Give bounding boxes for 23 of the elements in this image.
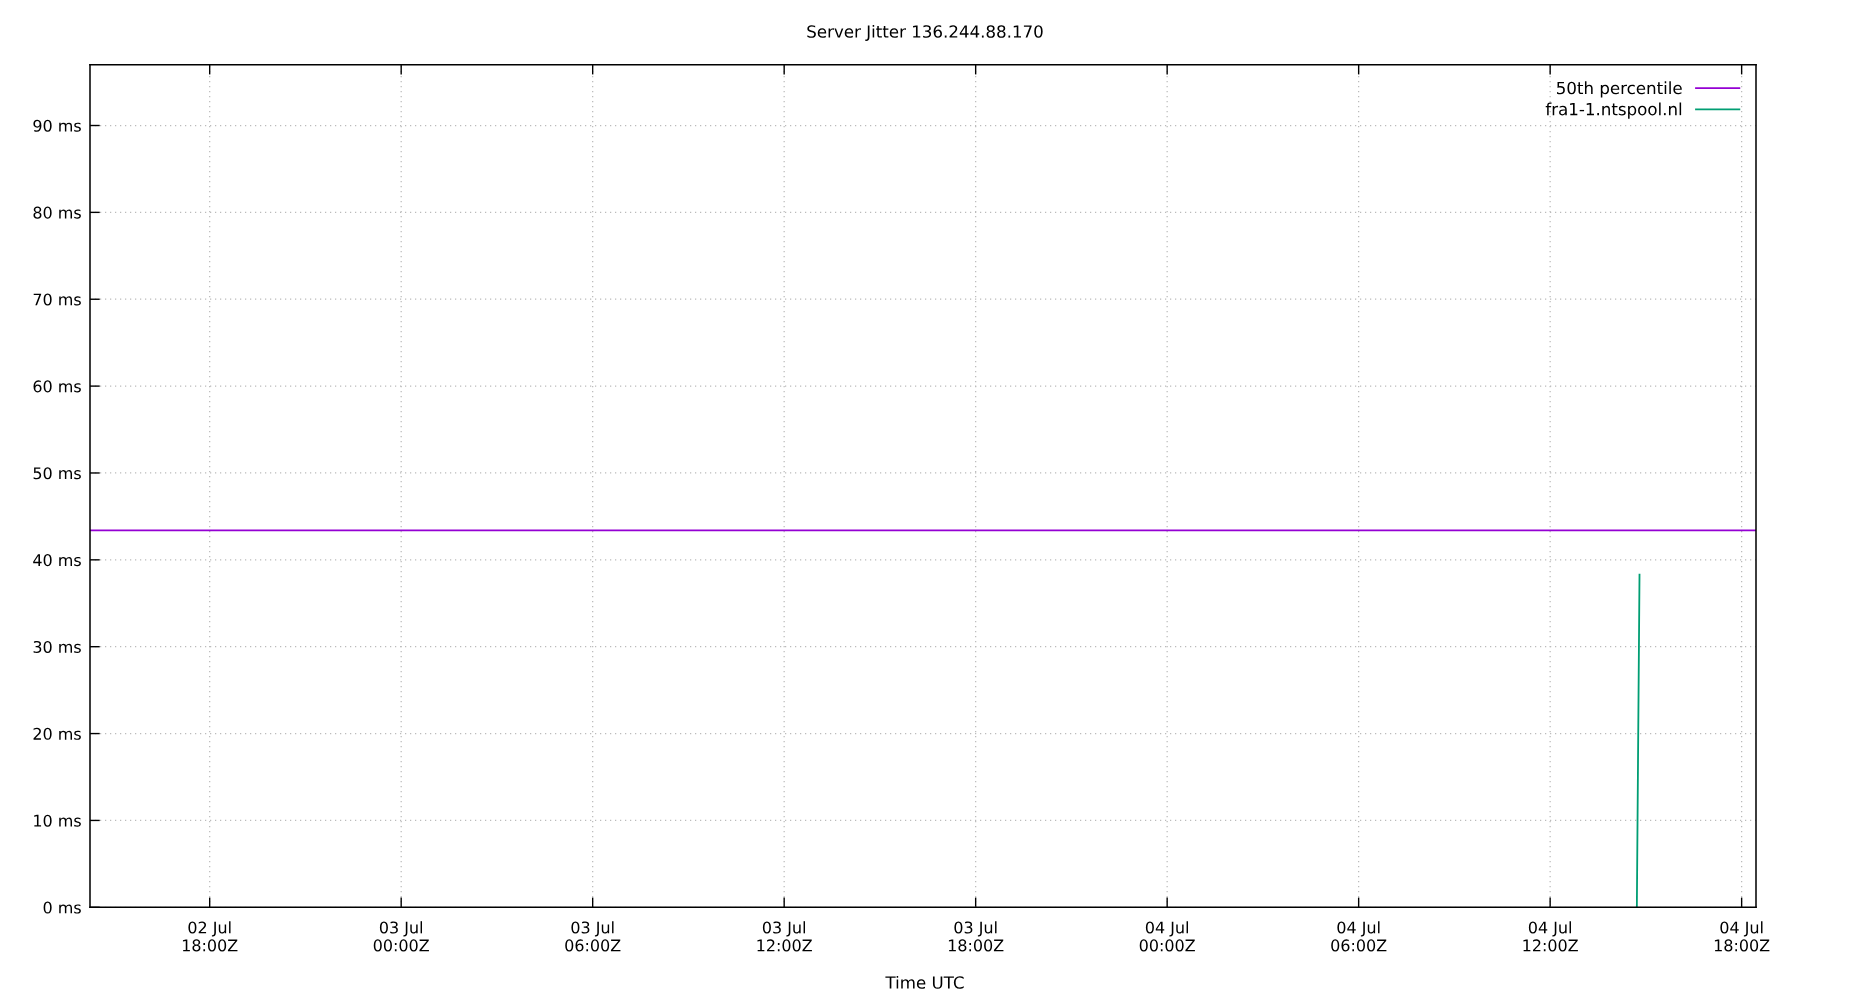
- legend-label: fra1-1.ntspool.nl: [1545, 102, 1682, 119]
- x-tick-label: 04 Jul 06:00Z: [1331, 921, 1387, 952]
- y-tick-label: 40 ms: [33, 554, 81, 567]
- y-tick-label: 30 ms: [33, 640, 81, 653]
- y-tick-label: 80 ms: [33, 206, 81, 219]
- x-tick-label: 03 Jul 06:00Z: [565, 921, 621, 952]
- x-tick-label: 03 Jul 12:00Z: [757, 921, 812, 952]
- y-tick-label: 60 ms: [33, 380, 81, 393]
- y-tick-label: 50 ms: [33, 467, 81, 480]
- x-tick-label: 04 Jul 18:00Z: [1714, 921, 1770, 952]
- x-tick-label: 02 Jul 18:00Z: [182, 921, 238, 952]
- x-axis-title: Time UTC: [885, 975, 964, 989]
- legend-label: 50th percentile: [1557, 81, 1682, 98]
- y-tick-label: 70 ms: [33, 293, 81, 306]
- y-tick-label: 90 ms: [33, 119, 81, 132]
- x-tick-label: 04 Jul 12:00Z: [1523, 921, 1578, 952]
- chart-title: Server Jitter 136.244.88.170: [807, 24, 1043, 41]
- y-tick-label: 0 ms: [43, 901, 81, 914]
- x-tick-label: 04 Jul 00:00Z: [1139, 921, 1195, 952]
- x-tick-label: 03 Jul 00:00Z: [373, 921, 429, 952]
- y-tick-label: 10 ms: [34, 814, 81, 827]
- x-tick-label: 03 Jul 18:00Z: [948, 921, 1004, 952]
- y-tick-label: 20 ms: [33, 727, 81, 740]
